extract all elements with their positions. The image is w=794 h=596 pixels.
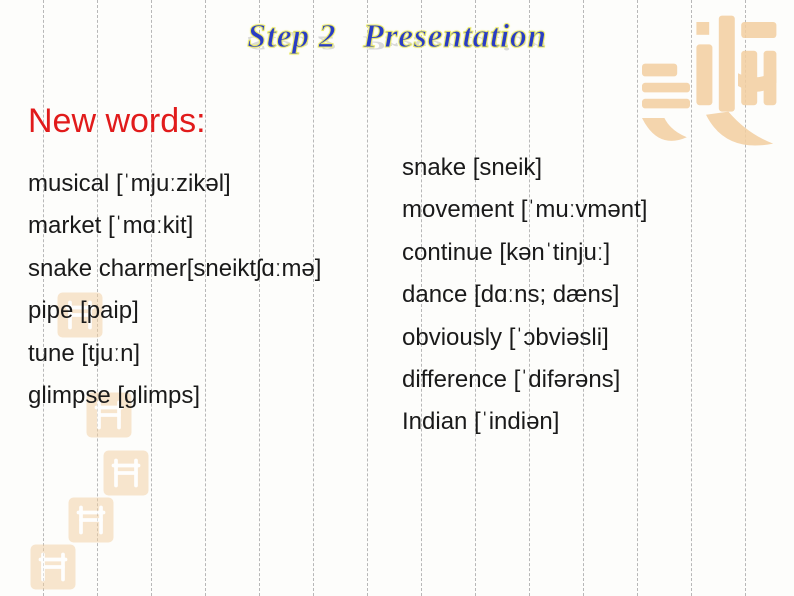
word-entry: dance [dɑːns; dæns] [402,282,766,308]
word-entry: tune [tjuːn] [28,341,392,367]
word-entry: pipe [paip] [28,298,392,324]
word-entry: market [ˈmɑːkit] [28,213,392,239]
section-heading: New words: [28,102,766,141]
word-columns: musical [ˈmjuːzikəl] market [ˈmɑːkit] sn… [28,153,766,452]
word-entry: movement [ˈmuːvmənt] [402,197,766,223]
word-column-right: snake [sneik] movement [ˈmuːvmənt] conti… [402,153,766,452]
slide-title-wrap: Step 2 Presentation Step 2 Presentation [28,18,766,88]
slide-title: Step 2 Presentation [28,18,766,56]
word-entry: snake charmer[sneiktʃɑːmə] [28,256,392,282]
word-entry: glimpse [glimps] [28,383,392,409]
word-entry: Indian [ˈindiən] [402,409,766,435]
word-entry: obviously [ˈɔbviəsli] [402,325,766,351]
word-entry: continue [kənˈtinjuː] [402,240,766,266]
word-entry: snake [sneik] [402,155,766,181]
slide-content: Step 2 Presentation Step 2 Presentation … [0,0,794,596]
word-entry: difference [ˈdifərəns] [402,367,766,393]
word-entry: musical [ˈmjuːzikəl] [28,171,392,197]
word-column-left: musical [ˈmjuːzikəl] market [ˈmɑːkit] sn… [28,153,392,452]
